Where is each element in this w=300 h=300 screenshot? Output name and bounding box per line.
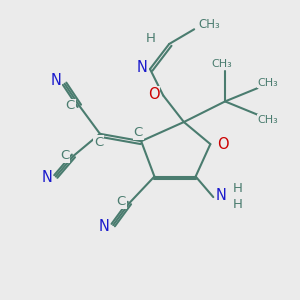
Text: CH₃: CH₃	[257, 78, 278, 88]
Text: O: O	[217, 136, 229, 152]
Text: CH₃: CH₃	[212, 59, 232, 69]
Text: C: C	[134, 126, 143, 140]
Text: CH₃: CH₃	[199, 18, 220, 32]
Text: N: N	[41, 170, 52, 185]
Text: H: H	[232, 198, 242, 211]
Text: H: H	[146, 32, 156, 45]
Text: C: C	[117, 195, 126, 208]
Text: H: H	[232, 182, 242, 195]
Text: CH₃: CH₃	[257, 115, 278, 125]
Text: C: C	[66, 99, 75, 112]
Text: C: C	[94, 136, 103, 148]
Text: N: N	[136, 60, 147, 75]
Text: N: N	[99, 219, 110, 234]
Text: C: C	[60, 149, 69, 162]
Text: N: N	[50, 73, 61, 88]
Text: O: O	[148, 87, 160, 102]
Text: N: N	[216, 188, 226, 203]
